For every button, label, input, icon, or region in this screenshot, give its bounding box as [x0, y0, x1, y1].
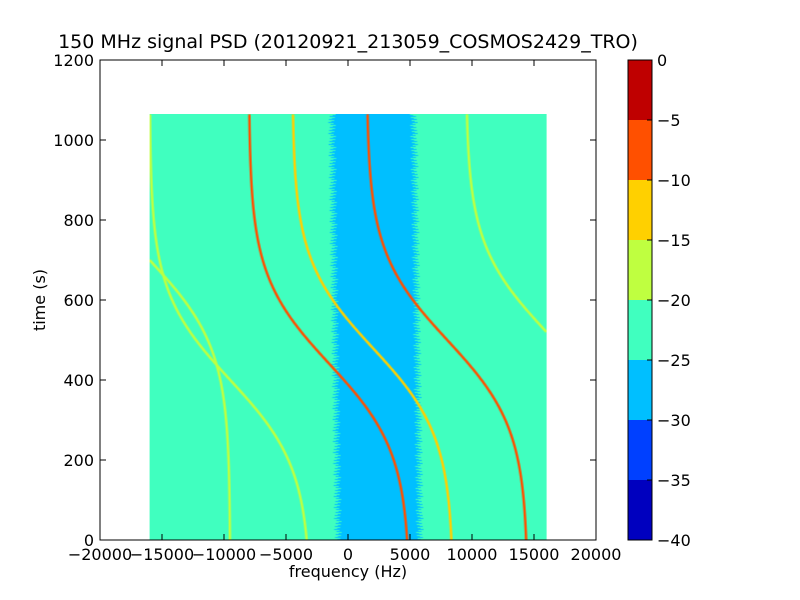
- colorbar-segment: [628, 60, 652, 120]
- colorbar-tick-label: −25: [657, 351, 691, 370]
- x-tick-label: 15000: [509, 545, 560, 564]
- x-tick-label: −15000: [130, 545, 194, 564]
- colorbar-tick-label: −40: [657, 531, 691, 550]
- spectrogram-image: [149, 114, 547, 540]
- x-tick-label: 20000: [571, 545, 622, 564]
- plot-area: [99, 59, 597, 541]
- x-axis-label: frequency (Hz): [289, 562, 407, 581]
- x-tick-label: 5000: [390, 545, 431, 564]
- colorbar-segment: [628, 180, 652, 240]
- y-tick-label: 1000: [53, 131, 94, 150]
- colorbar-tick-label: −15: [657, 231, 691, 250]
- colorbar-tick-label: −35: [657, 471, 691, 490]
- x-tick-label: 0: [343, 545, 353, 564]
- y-tick-label: 400: [63, 371, 94, 390]
- y-axis-label: time (s): [30, 269, 49, 331]
- y-tick-label: 800: [63, 211, 94, 230]
- colorbar-tick-label: −20: [657, 291, 691, 310]
- x-axis: −20000−15000−10000 −5000 0 5000 10000 15000 20…: [68, 60, 622, 564]
- x-tick-label: −5000: [259, 545, 313, 564]
- heatmap-image: [149, 114, 547, 540]
- y-tick-label: 600: [63, 291, 94, 310]
- colorbar-tick-label: −5: [657, 111, 681, 130]
- x-tick-label: −10000: [192, 545, 256, 564]
- colorbar-segment: [628, 360, 652, 420]
- colorbar-segment: [628, 420, 652, 480]
- colorbar-tick-label: −10: [657, 171, 691, 190]
- y-tick-label: 1200: [53, 51, 94, 70]
- colorbar: 0 −5 −10 −15 −20 −25 −30 −35 −40: [627, 51, 691, 550]
- y-tick-label: 0: [84, 531, 94, 550]
- colorbar-tick-label: −30: [657, 411, 691, 430]
- chart-title: 150 MHz signal PSD (20120921_213059_COSM…: [58, 31, 638, 53]
- y-axis: 0 200 400 600 800 1000 1200: [53, 51, 596, 550]
- colorbar-segment: [628, 120, 652, 180]
- x-tick-label: −20000: [68, 545, 132, 564]
- colorbar-segment: [628, 480, 652, 540]
- colorbar-segment: [628, 240, 652, 300]
- x-tick-label: 10000: [447, 545, 498, 564]
- colorbar-tick-label: 0: [657, 51, 667, 70]
- colorbar-segment: [628, 300, 652, 360]
- y-tick-label: 200: [63, 451, 94, 470]
